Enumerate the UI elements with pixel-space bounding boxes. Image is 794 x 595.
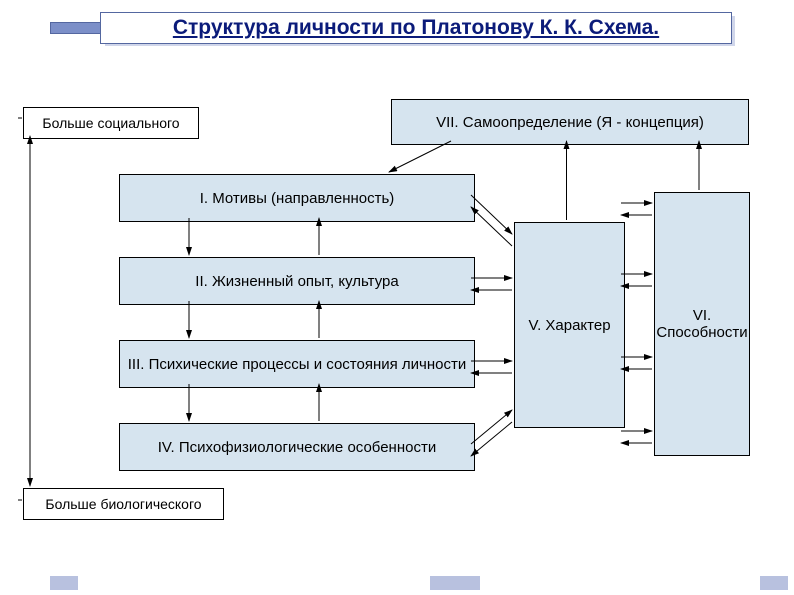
box-v: V. Характер: [514, 222, 625, 428]
box-iv: IV. Психофизиологические особенности: [119, 423, 475, 471]
box-i: I. Мотивы (направленность): [119, 174, 475, 222]
box-ii: II. Жизненный опыт, культура: [119, 257, 475, 305]
footer-segment: [50, 576, 78, 590]
box-social: Больше социального: [23, 107, 199, 139]
box-bio: Больше биологического: [23, 488, 224, 520]
title-accent-left: [50, 22, 102, 34]
page-title: Структура личности по Платонову К. К. Сх…: [173, 16, 659, 39]
footer-segment: [430, 576, 480, 590]
title-bar: Структура личности по Платонову К. К. Сх…: [50, 8, 740, 48]
title-box: Структура личности по Платонову К. К. Сх…: [100, 12, 732, 44]
box-vii: VII. Самоопределение (Я - концепция): [391, 99, 749, 145]
box-vi: VI. Способности: [654, 192, 750, 456]
footer-segment: [760, 576, 788, 590]
box-iii: III. Психические процессы и состояния ли…: [119, 340, 475, 388]
